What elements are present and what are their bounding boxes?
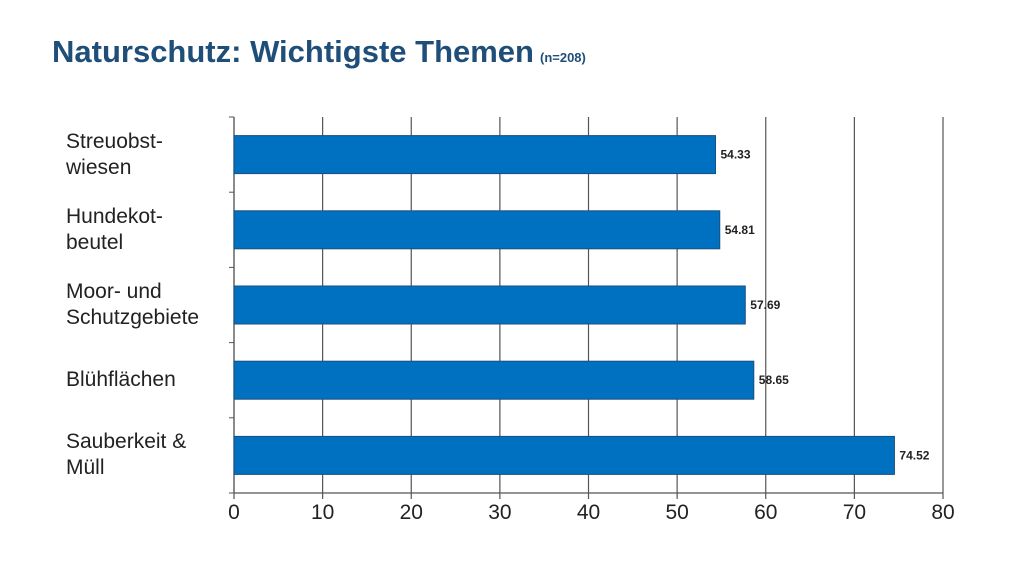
x-tick-label: 40	[577, 501, 600, 524]
x-tick-label: 50	[665, 501, 688, 524]
x-tick-label: 60	[754, 501, 777, 524]
bar	[233, 135, 716, 175]
x-tick-label: 10	[311, 501, 334, 524]
value-label: 74.52	[899, 448, 929, 462]
chart-subtitle: (n=208)	[539, 50, 586, 65]
x-tick-label: 0	[228, 501, 240, 524]
category-label: Hundekot- beutel	[66, 204, 163, 254]
value-label: 54.33	[720, 148, 750, 162]
bar	[233, 285, 746, 325]
category-label: Streuobst- wiesen	[66, 129, 163, 179]
bar	[233, 210, 721, 250]
value-label: 57.69	[750, 298, 780, 312]
category-label: Blühflächen	[66, 368, 176, 392]
value-label: 58.65	[759, 373, 789, 387]
x-tick-label: 80	[931, 501, 954, 524]
category-label: Sauberkeit & Müll	[66, 430, 187, 480]
category-label: Moor- und Schutzgebiete	[66, 280, 200, 329]
title-block: Naturschutz: Wichtigste Themen (n=208)	[52, 34, 586, 70]
bar	[233, 435, 895, 475]
x-tick-label: 20	[400, 501, 423, 524]
chart-title: Naturschutz: Wichtigste Themen	[52, 34, 534, 69]
value-label: 54.81	[725, 223, 755, 237]
x-tick-label: 30	[488, 501, 511, 524]
x-tick-label: 70	[843, 501, 866, 524]
bar	[233, 360, 755, 400]
